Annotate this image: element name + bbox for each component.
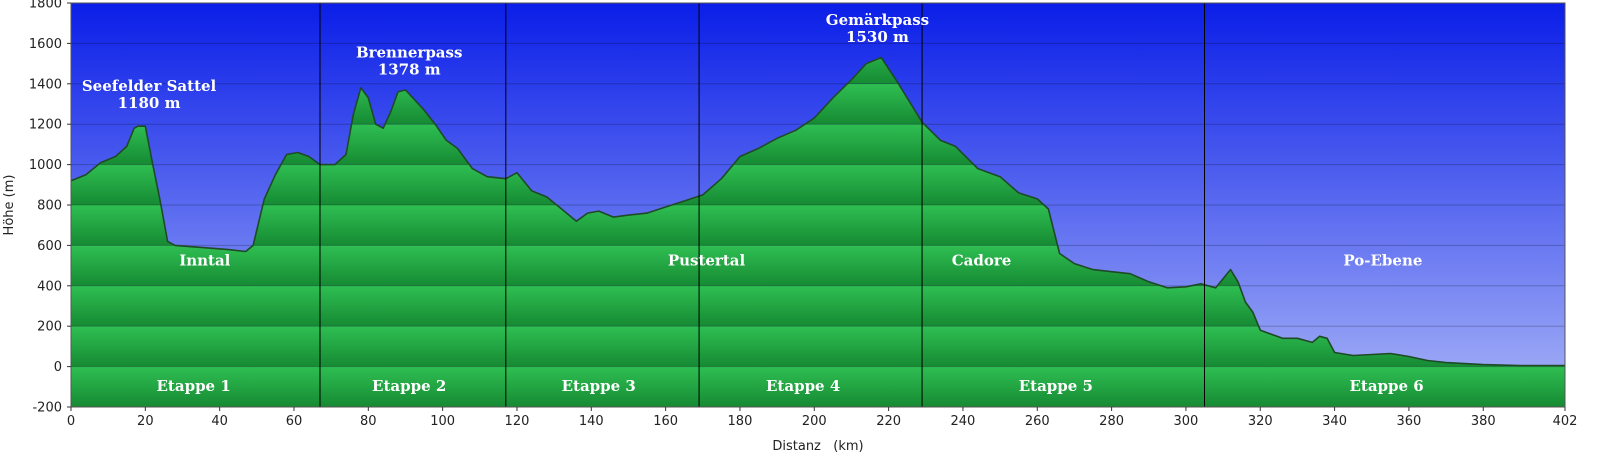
y-tick-label: 1600: [29, 37, 62, 52]
pass-elevation-label: 1530 m: [846, 28, 909, 46]
x-tick-label: 0: [67, 414, 75, 429]
stage-label: Etappe 3: [562, 377, 636, 395]
x-tick-label: 402: [1553, 414, 1578, 429]
y-tick-label: 400: [37, 279, 62, 294]
x-tick-label: 140: [579, 414, 604, 429]
x-tick-label: 380: [1471, 414, 1496, 429]
region-label: Inntal: [179, 252, 230, 270]
x-tick-label: 120: [505, 414, 530, 429]
x-tick-label: 160: [653, 414, 678, 429]
pass-name-label: Seefelder Sattel: [82, 77, 217, 95]
x-tick-label: 260: [1025, 414, 1050, 429]
y-tick-label: 1800: [29, 0, 62, 12]
y-tick-label: -200: [32, 401, 62, 416]
x-tick-label: 280: [1099, 414, 1124, 429]
x-tick-label: 40: [211, 414, 228, 429]
y-tick-label: 200: [37, 320, 62, 335]
x-tick-label: 80: [360, 414, 377, 429]
x-tick-label: 20: [137, 414, 154, 429]
x-tick-label: 340: [1322, 414, 1347, 429]
pass-name-label: Gemärkpass: [826, 11, 929, 29]
x-tick-label: 360: [1396, 414, 1421, 429]
pass-elevation-label: 1180 m: [118, 94, 181, 112]
y-tick-label: 0: [54, 360, 62, 375]
y-tick-label: 1200: [29, 118, 62, 133]
stage-label: Etappe 2: [372, 377, 446, 395]
x-tick-label: 300: [1174, 414, 1199, 429]
x-tick-label: 320: [1248, 414, 1273, 429]
region-label: Cadore: [952, 252, 1012, 270]
x-tick-label: 200: [802, 414, 827, 429]
terrain-outline: [70, 56, 1565, 367]
stage-label: Etappe 4: [766, 377, 840, 395]
stage-label: Etappe 1: [157, 377, 231, 395]
region-label: Po-Ebene: [1343, 252, 1422, 270]
x-tick-label: 100: [430, 414, 455, 429]
pass-name-label: Brennerpass: [356, 44, 462, 62]
x-tick-label: 180: [728, 414, 753, 429]
y-tick-label: 1400: [29, 77, 62, 92]
x-tick-label: 60: [286, 414, 303, 429]
pass-elevation-label: 1378 m: [378, 61, 441, 79]
stage-label: Etappe 6: [1349, 377, 1423, 395]
x-axis-title: Distanz (km): [772, 439, 863, 454]
y-tick-label: 800: [37, 199, 62, 214]
stage-label: Etappe 5: [1019, 377, 1093, 395]
y-tick-label: 1000: [29, 158, 62, 173]
x-tick-label: 240: [951, 414, 976, 429]
y-axis-title: Höhe (m): [2, 175, 17, 236]
x-tick-label: 220: [876, 414, 901, 429]
y-tick-label: 600: [37, 239, 62, 254]
region-label: Pustertal: [668, 252, 746, 270]
